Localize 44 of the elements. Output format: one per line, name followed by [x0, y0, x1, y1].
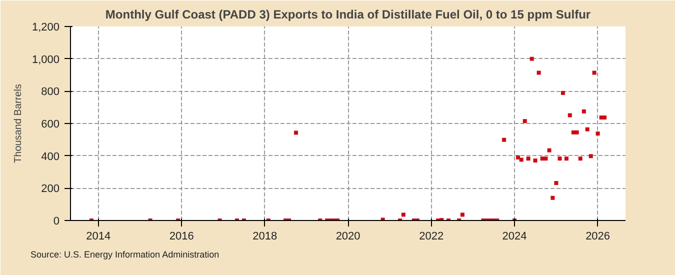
y-tick-label: 400	[41, 150, 60, 163]
point	[544, 156, 548, 161]
x-tick-label: 2018	[252, 230, 278, 242]
x-tick-label: 2024	[502, 230, 527, 242]
point	[596, 132, 600, 136]
point	[547, 148, 552, 152]
point	[558, 156, 562, 161]
point	[522, 119, 527, 124]
x-tick-label: 2022	[419, 230, 444, 242]
point	[533, 158, 538, 163]
chart-title: Monthly Gulf Coast (PADD 3) Exports to India of Distillate Fuel Oil, 0 to 15 ppm Sulfur	[105, 8, 591, 22]
point	[536, 70, 541, 75]
point	[550, 196, 555, 200]
y-axis-title: Thousand Barrels	[12, 84, 24, 163]
point	[578, 156, 582, 161]
point	[294, 130, 298, 135]
y-tick-label: 200	[41, 183, 60, 196]
point	[592, 70, 596, 75]
point	[582, 109, 586, 114]
point	[602, 116, 607, 120]
point	[516, 155, 520, 160]
y-tick-label: 1,000	[32, 54, 60, 66]
point	[564, 156, 568, 161]
x-tick-label: 2026	[586, 230, 610, 242]
point	[502, 138, 506, 142]
point	[519, 158, 524, 162]
x-tick-label: 2016	[169, 230, 194, 242]
point	[530, 56, 534, 61]
point	[568, 113, 572, 118]
x-tick-label: 2014	[86, 230, 111, 242]
y-tick-label: 1,200	[32, 22, 60, 34]
source-note: Source: U.S. Energy Information Administration	[30, 250, 220, 260]
y-tick-label: 600	[41, 118, 60, 130]
point	[560, 90, 565, 95]
point	[401, 212, 406, 217]
x-tick-label: 2020	[336, 230, 360, 242]
point	[460, 212, 464, 217]
point	[585, 127, 590, 132]
point	[574, 130, 579, 134]
y-tick-label: 800	[41, 86, 60, 98]
point	[526, 156, 530, 161]
point	[554, 180, 558, 185]
y-tick-label: 0	[53, 216, 60, 228]
point	[588, 154, 593, 158]
